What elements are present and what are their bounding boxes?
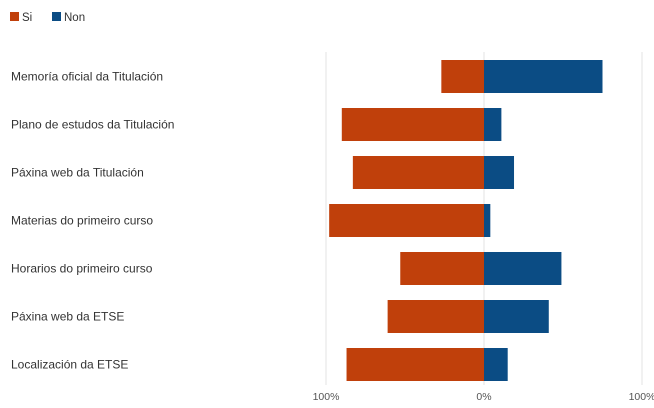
category-label: Horarios do primeiro curso (11, 262, 153, 276)
bar-non (484, 156, 515, 189)
legend-swatch-si (10, 12, 19, 21)
bar-si (329, 204, 484, 237)
bar-si (400, 252, 484, 285)
bar-si (441, 60, 484, 93)
category-label: Localización da ETSE (11, 358, 128, 372)
bar-non (484, 252, 562, 285)
bar-non (484, 60, 603, 93)
category-label: Memoría oficial da Titulación (11, 70, 163, 84)
legend-label-si: Si (22, 12, 32, 24)
bar-non (484, 108, 502, 141)
x-tick-label: 0% (476, 391, 491, 403)
category-label: Páxina web da Titulación (11, 166, 144, 180)
bar-si (341, 108, 484, 141)
bar-non (484, 348, 508, 381)
x-tick-label: 100% (313, 391, 340, 403)
category-label: Páxina web da ETSE (11, 310, 124, 324)
legend-label-non: Non (64, 12, 85, 24)
x-tick-label: 100% (629, 391, 654, 403)
legend: Si Non (10, 12, 85, 24)
x-axis-tick-labels: 100% 0% 100% (313, 391, 654, 403)
legend-swatch-non (52, 12, 61, 21)
bar-si (346, 348, 484, 381)
bar-si (352, 156, 484, 189)
bar-non (484, 204, 491, 237)
bar-si (387, 300, 484, 333)
bar-non (484, 300, 549, 333)
category-label: Plano de estudos da Titulación (11, 118, 174, 132)
category-labels: Memoría oficial da Titulación Plano de es… (11, 70, 174, 372)
bars (329, 60, 603, 381)
category-label: Materias do primeiro curso (11, 214, 153, 228)
